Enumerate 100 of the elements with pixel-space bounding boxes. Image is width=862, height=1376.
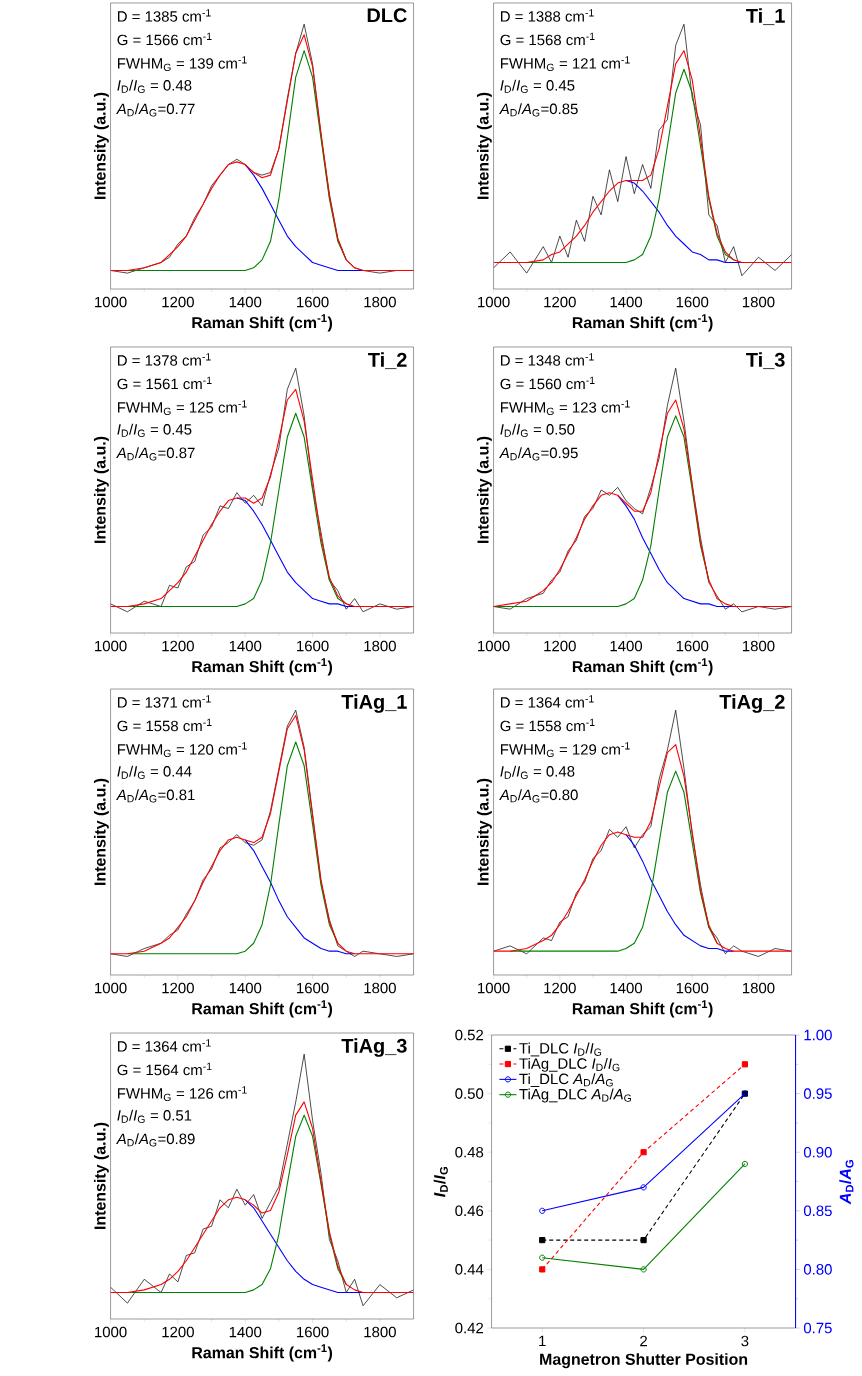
annotation: A$_{D}$/A$_{G}$=0.77 [116, 103, 195, 117]
x-tick-label: 1200 [544, 296, 577, 308]
x-tick-label: 1800 [364, 982, 397, 994]
x-axis-title: Raman Shift (cm$^{-1}$) [573, 314, 713, 332]
x-tick-label: 1 [539, 1335, 546, 1347]
y2-tick-label: 0.95 [804, 1088, 833, 1099]
y-tick-label: 0.52 [455, 1029, 484, 1041]
chart-title: TiAg_1 [341, 694, 408, 713]
annotation: FWHM$_{G}$ = 123 cm$^{-1}$ [501, 400, 630, 416]
legend-label: Ti_DLC I$_{D}$/I$_{G}$ [519, 1042, 602, 1057]
legend-label: TiAg_DLC I$_{D}$/I$_{G}$ [519, 1057, 620, 1072]
annotation: G = 1558 cm$^{-1}$ [500, 718, 595, 732]
annotation: A$_{D}$/A$_{G}$=0.95 [499, 447, 578, 461]
text: D = 1385 cm$^{-1}$ [118, 9, 211, 22]
y2-tick-label: 0.90 [804, 1146, 833, 1158]
x-tick-label: 1200 [162, 296, 195, 308]
annotation: I$_{D}$/I$_{G}$ = 0.45 [500, 79, 575, 94]
annotation: I$_{D}$/I$_{G}$ = 0.51 [117, 1109, 192, 1124]
x-axis-title: Raman Shift (cm$^{-1}$) [192, 1344, 333, 1362]
x-tick-label: 1800 [743, 296, 775, 308]
x-tick-label: 1200 [162, 1326, 195, 1338]
annotation: G = 1564 cm$^{-1}$ [117, 1062, 212, 1076]
annotation: G = 1568 cm$^{-1}$ [500, 32, 595, 46]
x-tick-label: 1000 [478, 296, 510, 308]
x-tick-label: 1000 [95, 1326, 127, 1338]
x-tick-label: 1600 [676, 982, 709, 994]
y2-tick-label: 1.00 [804, 1029, 833, 1041]
y-axis-title: Intensity (a.u.) [94, 778, 110, 885]
x-tick-label: 1400 [610, 982, 643, 994]
text: D = 1378 cm$^{-1}$ [118, 353, 211, 366]
x-tick-label: 1800 [364, 1326, 397, 1338]
y-tick-label: 0.50 [455, 1088, 484, 1099]
x-axis-title: Magnetron Shutter Position [540, 1353, 748, 1369]
x-tick-label: 1600 [676, 296, 709, 308]
x-tick-label: 1600 [297, 640, 329, 652]
annotation: G = 1566 cm$^{-1}$ [117, 32, 212, 46]
x-tick-label: 1600 [297, 1326, 329, 1338]
x-axis-title: Raman Shift (cm$^{-1}$) [573, 658, 713, 676]
annotation: FWHM$_{G}$ = 125 cm$^{-1}$ [118, 400, 247, 416]
chart-title: TiAg_2 [719, 694, 785, 713]
annotation: A$_{D}$/A$_{G}$=0.80 [499, 789, 578, 803]
x-axis-title: Raman Shift (cm$^{-1}$) [192, 1000, 333, 1018]
legend-label: Ti_DLC A$_{D}$/A$_{G}$ [519, 1073, 613, 1088]
x-tick-label: 1800 [743, 982, 775, 994]
y-axis-title: I$_{D}$/I$_{G}$ [433, 1166, 449, 1198]
x-tick-label: 1800 [743, 640, 775, 652]
y2-tick-label: 0.80 [804, 1264, 833, 1275]
x-tick-label: 1000 [95, 982, 127, 994]
x-axis-title: Raman Shift (cm$^{-1}$) [192, 314, 333, 332]
y-axis-title: Intensity (a.u.) [94, 436, 110, 543]
annotation: FWHM$_{G}$ = 120 cm$^{-1}$ [118, 742, 247, 758]
x-tick-label: 1400 [229, 296, 262, 308]
annotation: G = 1560 cm$^{-1}$ [500, 376, 595, 390]
x-tick-label: 1400 [229, 982, 262, 994]
x-tick-label: 1600 [297, 296, 329, 308]
x-tick-label: 1400 [610, 640, 643, 652]
y-axis-title: Intensity (a.u.) [477, 778, 493, 885]
text: D = 1348 cm$^{-1}$ [501, 353, 594, 366]
annotation: A$_{D}$/A$_{G}$=0.87 [116, 447, 195, 461]
chart-title: TiAg_3 [341, 1038, 407, 1057]
y-axis-title: Intensity (a.u.) [477, 436, 493, 543]
x-tick-label: 1000 [95, 296, 127, 308]
chart-title: Ti_1 [746, 8, 786, 26]
x-tick-label: 1200 [544, 982, 577, 994]
y2-tick-label: 0.75 [804, 1322, 833, 1334]
annotation: G = 1561 cm$^{-1}$ [117, 376, 212, 390]
text: D = 1371 cm$^{-1}$ [118, 695, 211, 708]
y-tick-label: 0.48 [455, 1146, 484, 1158]
x-axis-title: Raman Shift (cm$^{-1}$) [573, 1000, 713, 1018]
y-axis-title: Intensity (a.u.) [94, 92, 110, 199]
annotation: FWHM$_{G}$ = 129 cm$^{-1}$ [501, 742, 630, 758]
y-axis-title: Intensity (a.u.) [477, 92, 493, 199]
text: D = 1364 cm$^{-1}$ [118, 1039, 211, 1052]
annotation: FWHM$_{G}$ = 139 cm$^{-1}$ [118, 56, 247, 72]
annotation: I$_{D}$/I$_{G}$ = 0.45 [117, 423, 192, 438]
chart-title: DLC [367, 8, 408, 23]
y2-tick-label: 0.85 [804, 1205, 833, 1217]
annotation: G = 1558 cm$^{-1}$ [117, 718, 212, 732]
annotation: A$_{D}$/A$_{G}$=0.85 [499, 103, 578, 117]
text: D = 1364 cm$^{-1}$ [501, 695, 594, 708]
annotation: I$_{D}$/I$_{G}$ = 0.48 [500, 765, 575, 780]
x-tick-label: 1800 [364, 296, 397, 308]
y-tick-label: 0.46 [455, 1205, 484, 1217]
x-tick-label: 1000 [478, 640, 510, 652]
text: D = 1388 cm$^{-1}$ [501, 9, 594, 22]
x-tick-label: 1400 [229, 640, 262, 652]
annotation: I$_{D}$/I$_{G}$ = 0.44 [117, 765, 192, 780]
x-tick-label: 1400 [229, 1326, 262, 1338]
x-tick-label: 1200 [162, 640, 195, 652]
chart-title: Ti_3 [746, 352, 785, 370]
annotation: FWHM$_{G}$ = 126 cm$^{-1}$ [118, 1086, 247, 1102]
y-tick-label: 0.44 [455, 1264, 484, 1275]
annotation: FWHM$_{G}$ = 121 cm$^{-1}$ [501, 56, 630, 72]
x-tick-label: 1800 [364, 640, 397, 652]
x-tick-label: 1400 [610, 296, 643, 308]
x-tick-label: 1000 [95, 640, 127, 652]
y-tick-label: 0.42 [455, 1322, 484, 1334]
x-tick-label: 3 [741, 1335, 749, 1347]
annotation: I$_{D}$/I$_{G}$ = 0.50 [500, 423, 575, 438]
y-axis-title: Intensity (a.u.) [94, 1122, 110, 1229]
